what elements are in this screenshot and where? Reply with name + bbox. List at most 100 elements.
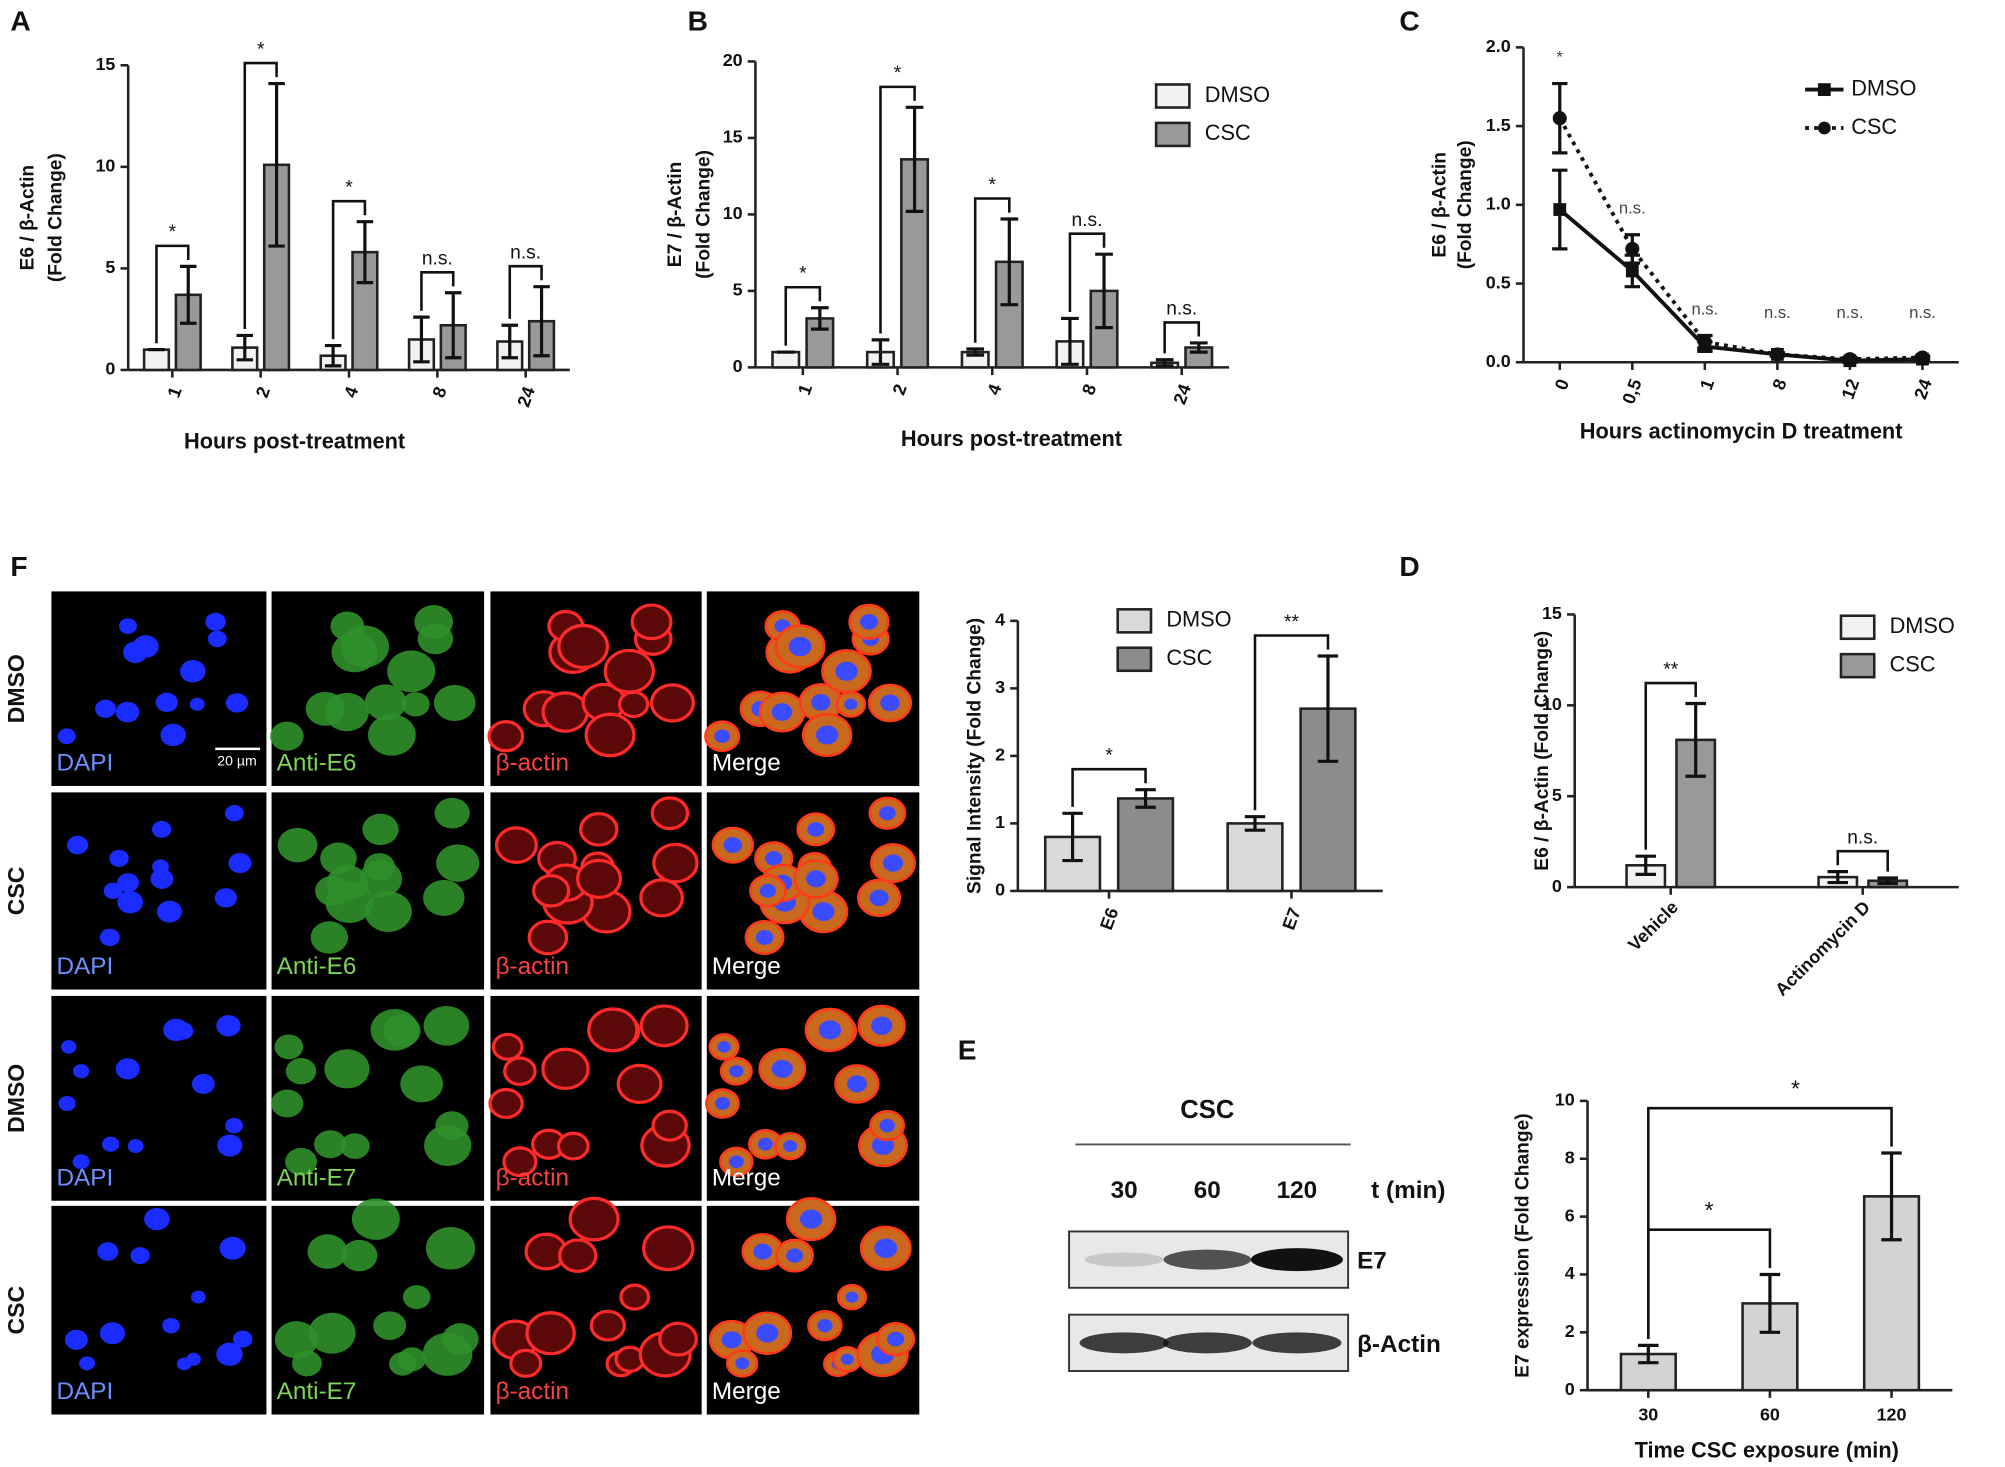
error-bar <box>1135 788 1156 809</box>
legend-label: CSC <box>1890 651 1936 676</box>
nucleus <box>807 822 825 837</box>
error-bar <box>811 306 829 331</box>
nucleus <box>103 882 123 899</box>
nucleus <box>64 1329 88 1350</box>
cell <box>435 1111 469 1141</box>
nucleus <box>870 1016 893 1035</box>
y-axis-label: E7 expression (Fold Change) <box>1513 1113 1534 1377</box>
bar <box>1116 797 1175 893</box>
nucleus <box>753 1243 772 1260</box>
x-tick-label: 60 <box>1760 1405 1780 1425</box>
y-tick-label: 10 <box>95 156 115 176</box>
micrograph <box>51 591 267 786</box>
nucleus <box>846 1075 867 1093</box>
nucleus <box>224 804 244 822</box>
cell <box>589 1309 626 1342</box>
nucleus <box>869 889 889 907</box>
nucleus <box>205 612 226 631</box>
row-label: CSC <box>3 1286 29 1335</box>
significance-label: * <box>894 63 902 84</box>
nucleus <box>150 868 174 889</box>
significance-label: * <box>169 222 177 243</box>
significance-label: n.s. <box>1909 303 1936 322</box>
cell <box>367 714 416 756</box>
nucleus <box>207 630 227 648</box>
blot-band <box>1084 1252 1164 1267</box>
channel-label: Anti-E6 <box>277 750 357 777</box>
significance-bracket <box>331 199 367 340</box>
significance-label: * <box>257 39 265 60</box>
significance-label: n.s. <box>1619 199 1646 218</box>
nucleus <box>72 1154 90 1170</box>
nucleus <box>799 1209 823 1229</box>
cell <box>527 919 569 956</box>
x-axis-label: Hours post-treatment <box>184 429 405 454</box>
significance-bracket <box>155 244 190 344</box>
nucleus <box>771 1059 793 1078</box>
nucleus <box>217 1134 243 1157</box>
band-label: β-Actin <box>1357 1331 1441 1358</box>
significance-label: * <box>1705 1197 1714 1223</box>
x-axis-label: Hours post-treatment <box>901 426 1122 451</box>
error-bar <box>1635 854 1656 876</box>
cell <box>619 1283 651 1311</box>
marker <box>1625 241 1640 256</box>
error-bar <box>1827 870 1849 885</box>
nucleus <box>714 1097 730 1110</box>
significance-bracket <box>973 197 1011 343</box>
legend-label: CSC <box>1166 645 1212 670</box>
scale-bar-label: 20 µm <box>217 752 256 768</box>
channel-label: β-actin <box>496 1378 569 1405</box>
legend-label: DMSO <box>1890 613 1955 638</box>
y-tick-label: 15 <box>723 127 743 147</box>
cell <box>364 891 412 933</box>
panel-label: D <box>1399 551 1419 582</box>
error-bar <box>1061 316 1079 366</box>
y-tick-label: 5 <box>733 280 743 300</box>
y-tick-label: 2 <box>995 745 1005 765</box>
nucleus <box>806 870 826 888</box>
error-bar <box>905 105 924 213</box>
y-tick-label: 3 <box>995 677 1005 697</box>
nucleus <box>845 1291 859 1303</box>
nucleus <box>783 1140 798 1153</box>
blot-band <box>1252 1332 1342 1354</box>
cell <box>587 1007 639 1053</box>
cell <box>652 842 699 884</box>
y-tick-label: 0 <box>105 359 115 379</box>
cell <box>487 720 525 753</box>
legend-swatch <box>1154 83 1191 109</box>
significance-label: * <box>1557 47 1564 66</box>
x-axis-label: Time CSC exposure (min) <box>1635 1437 1899 1462</box>
nucleus <box>66 835 89 855</box>
cell <box>568 1196 620 1242</box>
y-tick-label: 10 <box>723 203 743 223</box>
cell <box>434 797 470 829</box>
nucleus <box>163 1018 189 1042</box>
legend-label: CSC <box>1851 114 1897 139</box>
cell <box>436 844 480 882</box>
error-bar <box>533 285 550 358</box>
cell <box>324 692 369 732</box>
y-tick-label: 0 <box>995 880 1005 900</box>
legend-swatch <box>1154 121 1191 148</box>
nucleus <box>186 1352 201 1366</box>
nucleus <box>755 929 774 945</box>
error-bar <box>501 323 519 360</box>
bar <box>771 350 801 369</box>
nucleus <box>115 701 140 723</box>
nucleus <box>786 1248 804 1263</box>
significance-label: n.s. <box>422 249 453 270</box>
nucleus <box>835 661 858 681</box>
x-tick-label: 120 <box>1877 1405 1907 1425</box>
cell <box>503 1056 537 1086</box>
channel-label: DAPI <box>57 953 114 980</box>
significance-label: * <box>989 175 997 196</box>
nucleus <box>887 1331 905 1347</box>
nucleus <box>812 902 835 922</box>
cell <box>433 684 476 721</box>
panel-label: E <box>958 1035 977 1066</box>
blot-band <box>1163 1249 1252 1270</box>
cell <box>658 1321 698 1357</box>
